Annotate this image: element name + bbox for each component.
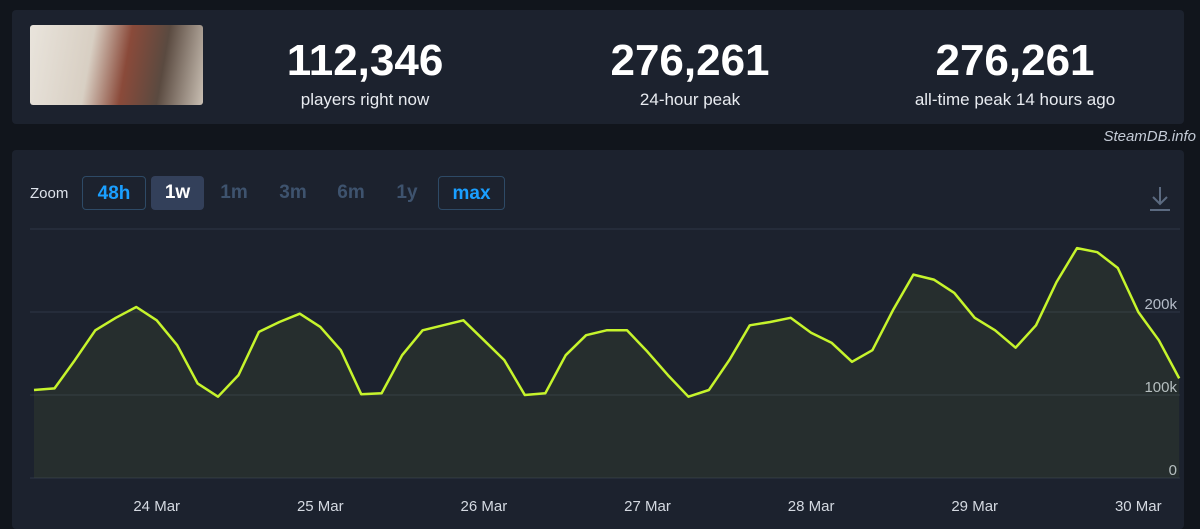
zoom-button[interactable]: 1w xyxy=(151,176,204,210)
zoom-button[interactable]: 6m xyxy=(337,182,365,203)
x-tick-label: 29 Mar xyxy=(951,498,998,515)
chart-panel xyxy=(12,150,1184,529)
zoom-button[interactable]: 48h xyxy=(82,176,146,210)
x-tick-label: 27 Mar xyxy=(624,498,671,515)
stat: 276,261 24-hour peak xyxy=(530,36,850,110)
zoom-button[interactable]: 3m xyxy=(279,182,307,203)
stat-label: all-time peak 14 hours ago xyxy=(914,90,1116,109)
y-tick-label: 200k xyxy=(1144,296,1177,313)
x-tick-label: 28 Mar xyxy=(788,498,835,515)
y-tick-label: 0 xyxy=(1169,462,1177,479)
stat: 276,261 all-time peak 14 hours ago xyxy=(855,36,1175,110)
x-tick-label: 26 Mar xyxy=(461,498,508,515)
stat-label: 24-hour peak xyxy=(639,90,741,109)
zoom-label: Zoom xyxy=(30,185,69,202)
y-tick-label: 100k xyxy=(1144,379,1177,396)
stat-value: 112,346 xyxy=(286,36,444,85)
stats-panel: 112,346 players right now 276,261 24-hour … xyxy=(12,10,1184,124)
x-tick-label: 30 Mar xyxy=(1115,498,1162,515)
download-glyph xyxy=(1150,187,1170,211)
stat-value: 276,261 xyxy=(610,36,770,85)
watermark: SteamDB.info xyxy=(1103,128,1196,145)
game-thumbnail xyxy=(30,25,203,105)
zoom-button[interactable]: 1y xyxy=(396,182,418,203)
area-fill xyxy=(34,248,1180,478)
zoom-button[interactable]: max xyxy=(438,176,505,210)
x-tick-label: 25 Mar xyxy=(297,498,344,515)
player-line xyxy=(33,246,1181,398)
x-tick-label: 24 Mar xyxy=(133,498,180,515)
stat-value: 276,261 xyxy=(935,36,1095,85)
stat-label: players right now xyxy=(300,90,430,109)
zoom-button[interactable]: 1m xyxy=(220,182,248,203)
download-icon[interactable] xyxy=(1150,187,1170,211)
stat: 112,346 players right now xyxy=(205,36,525,110)
